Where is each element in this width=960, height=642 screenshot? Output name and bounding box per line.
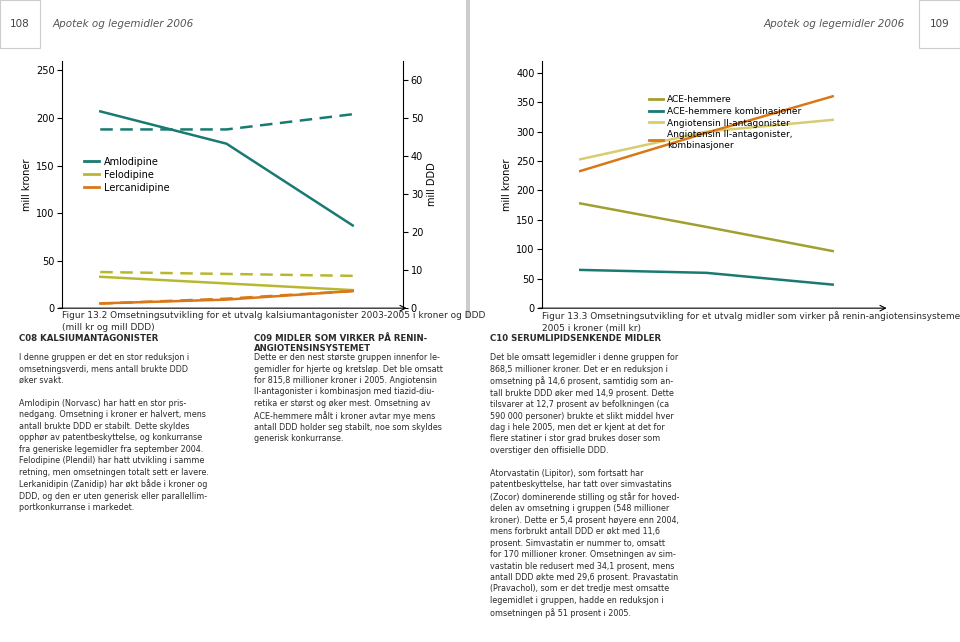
FancyBboxPatch shape — [0, 0, 39, 48]
Y-axis label: mill DDD: mill DDD — [427, 162, 438, 207]
Y-axis label: mill kroner: mill kroner — [22, 159, 32, 211]
Text: Det ble omsatt legemidler i denne gruppen for
868,5 millioner kroner. Det er en : Det ble omsatt legemidler i denne gruppe… — [490, 353, 679, 618]
Text: C10 SERUMLIPIDSENKENDE MIDLER: C10 SERUMLIPIDSENKENDE MIDLER — [490, 334, 660, 343]
Text: I denne gruppen er det en stor reduksjon i
omsetningsverdi, mens antall brukte D: I denne gruppen er det en stor reduksjon… — [19, 353, 209, 512]
Text: Figur 13.3 Omsetningsutvikling for et utvalg midler som virker på renin-angioten: Figur 13.3 Omsetningsutvikling for et ut… — [542, 311, 960, 333]
Text: Figur 13.2 Omsetningsutvikling for et utvalg kalsiumantagonister 2003-2005 i kro: Figur 13.2 Omsetningsutvikling for et ut… — [62, 311, 486, 332]
Text: 109: 109 — [929, 19, 949, 29]
Legend: ACE-hemmere, ACE-hemmere kombinasjoner, Angiotensin II-antagonister, Angiotensin: ACE-hemmere, ACE-hemmere kombinasjoner, … — [649, 95, 802, 150]
Y-axis label: mill kroner: mill kroner — [502, 159, 512, 211]
Text: C08 KALSIUMANTAGONISTER: C08 KALSIUMANTAGONISTER — [19, 334, 158, 343]
Text: C09 MIDLER SOM VIRKER PÅ RENIN-
ANGIOTENSINSYSTEMET: C09 MIDLER SOM VIRKER PÅ RENIN- ANGIOTEN… — [254, 334, 427, 353]
Legend: Amlodipine, Felodipine, Lercanidipine: Amlodipine, Felodipine, Lercanidipine — [84, 157, 169, 193]
Text: 108: 108 — [10, 19, 30, 29]
FancyBboxPatch shape — [919, 0, 960, 48]
Text: Apotek og legemidler 2006: Apotek og legemidler 2006 — [763, 19, 904, 29]
Text: Apotek og legemidler 2006: Apotek og legemidler 2006 — [53, 19, 194, 29]
Text: Dette er den nest største gruppen innenfor le-
gemidler for hjerte og kretsløp. : Dette er den nest største gruppen innenf… — [254, 353, 444, 444]
